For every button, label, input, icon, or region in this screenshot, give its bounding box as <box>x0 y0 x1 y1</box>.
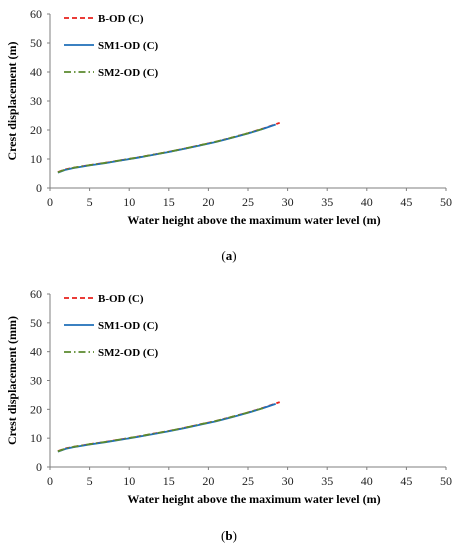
caption-paren-open: ( <box>221 248 225 263</box>
y-tick-label: 0 <box>36 181 42 195</box>
x-tick-label: 45 <box>400 195 412 209</box>
y-tick-label: 30 <box>30 94 42 108</box>
x-tick-label: 25 <box>242 474 254 488</box>
x-tick-label: 40 <box>361 195 373 209</box>
x-tick-label: 40 <box>361 474 373 488</box>
y-tick-label: 60 <box>30 287 42 301</box>
legend-label: B-OD (C) <box>98 13 144 25</box>
legend-label: SM2-OD (C) <box>98 347 159 359</box>
y-tick-label: 50 <box>30 36 42 50</box>
chart-panel-a: 0 10 20 30 40 50 60 0 5 10 15 20 25 30 35 40 45 50 Water h… <box>5 7 452 263</box>
x-tick-label: 25 <box>242 195 254 209</box>
x-axis-title: Water height above the maximum water lev… <box>127 492 380 506</box>
y-tick-label: 20 <box>30 123 42 137</box>
x-tick-label: 15 <box>163 474 175 488</box>
x-tick-label: 50 <box>440 195 452 209</box>
x-tick-label: 35 <box>321 474 333 488</box>
x-tick-label: 45 <box>400 474 412 488</box>
y-tick-label: 60 <box>30 7 42 21</box>
y-tick-label: 50 <box>30 316 42 330</box>
x-tick-label: 10 <box>123 474 135 488</box>
y-tick-label: 40 <box>30 345 42 359</box>
x-tick-label: 30 <box>282 195 294 209</box>
x-tick-label: 0 <box>47 195 53 209</box>
legend: B-OD (C) SM1-OD (C) SM2-OD (C) <box>64 293 159 359</box>
figure-caption: (b) <box>221 528 237 543</box>
figure-caption: (a) <box>221 248 236 263</box>
x-tick-label: 5 <box>87 195 93 209</box>
x-tick-label: 15 <box>163 195 175 209</box>
y-tick-label: 40 <box>30 65 42 79</box>
x-tick-label: 20 <box>202 474 214 488</box>
x-axis-title: Water height above the maximum water lev… <box>127 213 380 227</box>
y-tick-label: 20 <box>30 402 42 416</box>
y-tick-label: 0 <box>36 460 42 474</box>
x-tick-label: 10 <box>123 195 135 209</box>
caption-letter: a <box>226 248 233 263</box>
x-tick-label: 30 <box>282 474 294 488</box>
series-line-sm2-od-c <box>57 407 265 453</box>
x-tick-label: 5 <box>87 474 93 488</box>
legend-label: B-OD (C) <box>98 293 144 305</box>
caption-paren-close: ) <box>232 248 236 263</box>
y-axis-title: Crest displacement (mm) <box>5 316 19 445</box>
x-tick-label: 20 <box>202 195 214 209</box>
chart-panel-b: 0 10 20 30 40 50 60 0 5 10 15 20 25 30 35 40 45 50 Water h… <box>5 287 452 543</box>
x-tick-label: 35 <box>321 195 333 209</box>
y-tick-label: 10 <box>30 152 42 166</box>
caption-paren-open: ( <box>221 528 225 543</box>
x-tick-label: 50 <box>440 474 452 488</box>
y-tick-label: 10 <box>30 431 42 445</box>
x-tick-label: 0 <box>47 474 53 488</box>
legend-label: SM2-OD (C) <box>98 67 159 79</box>
legend-label: SM1-OD (C) <box>98 320 159 332</box>
legend-label: SM1-OD (C) <box>98 40 159 52</box>
legend: B-OD (C) SM1-OD (C) SM2-OD (C) <box>64 13 159 79</box>
caption-paren-close: ) <box>233 528 237 543</box>
y-tick-label: 30 <box>30 374 42 388</box>
series-line-sm2-od-c <box>57 127 265 174</box>
y-axis-title: Crest displacement (m) <box>5 41 19 160</box>
caption-letter: b <box>225 528 232 543</box>
